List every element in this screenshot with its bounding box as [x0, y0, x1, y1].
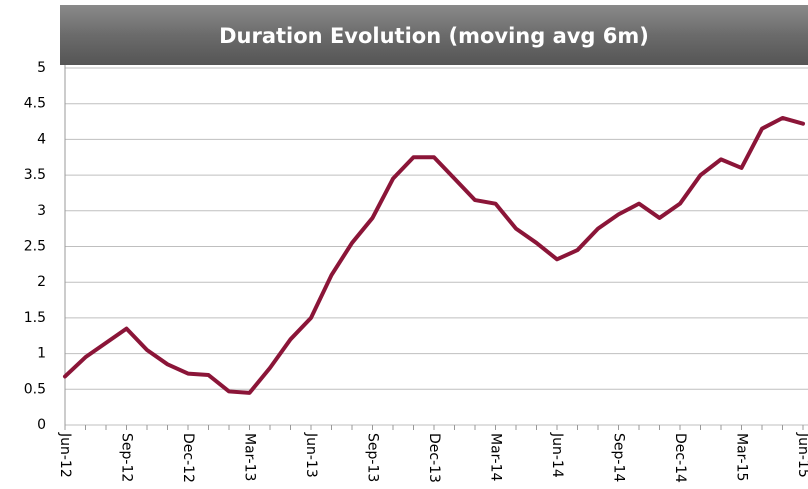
title-banner	[60, 5, 808, 65]
x-tick-label: Sep-14	[611, 433, 627, 482]
y-tick-label: 1.5	[24, 310, 46, 326]
y-tick-label: 0	[37, 417, 46, 433]
y-tick-label: 3	[37, 203, 46, 219]
y-tick-label: 3.5	[24, 167, 46, 183]
y-tick-label: 1	[37, 346, 46, 362]
x-tick-label: Jun-12	[57, 432, 73, 478]
y-tick-label: 2.5	[24, 239, 46, 255]
x-tick-label: Sep-13	[365, 433, 381, 482]
x-tick-label: Jun-14	[549, 432, 565, 478]
y-tick-label: 5	[37, 60, 46, 76]
y-tick-label: 4	[37, 131, 46, 147]
y-tick-label: 4.5	[24, 96, 46, 112]
x-tick-label: Jun-15	[795, 432, 808, 478]
y-tick-label: 2	[37, 274, 46, 290]
x-tick-label: Mar-13	[242, 433, 258, 481]
chart-title: Duration Evolution (moving avg 6m)	[219, 24, 649, 48]
y-tick-label: 0.5	[24, 381, 46, 397]
line	[63, 115, 805, 395]
x-tick-label: Dec-14	[672, 433, 688, 483]
x-tick-label: Jun-13	[303, 432, 319, 478]
x-tick-label: Mar-15	[734, 433, 750, 481]
x-tick-label: Dec-13	[426, 433, 442, 483]
x-tick-label: Sep-12	[119, 433, 135, 482]
x-tick-label: Dec-12	[180, 433, 196, 483]
x-tick-label: Mar-14	[488, 433, 504, 481]
